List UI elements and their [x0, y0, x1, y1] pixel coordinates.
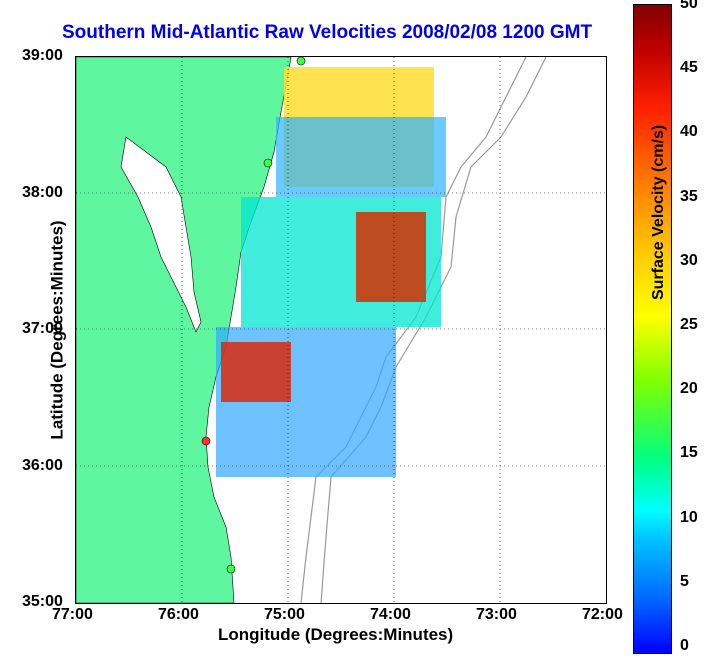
y-tick-label: 37:00 — [22, 320, 63, 337]
grid-lines — [76, 57, 606, 603]
colorbar-tick-label: 35 — [680, 187, 698, 205]
velocity-region-high — [356, 212, 426, 302]
colorbar-label: Surface Velocity (cm/s) — [650, 124, 667, 300]
colorbar-tick-label: 0 — [680, 637, 689, 654]
velocity-region-coastal-high — [221, 342, 291, 402]
colorbar-tick-label: 30 — [680, 251, 698, 269]
radar-station-marker — [296, 57, 306, 66]
x-tick-label: 73:00 — [476, 606, 517, 623]
colorbar-tick-label: 40 — [680, 123, 698, 141]
x-tick-label: 75:00 — [264, 606, 305, 623]
colorbar-tick-label: 45 — [680, 59, 698, 77]
x-tick-label: 74:00 — [370, 606, 411, 623]
colorbar-tick-label: 15 — [680, 444, 698, 462]
velocity-colorbar — [633, 4, 672, 654]
colorbar-tick-label: 10 — [680, 508, 698, 526]
radar-station-marker — [263, 158, 273, 168]
velocity-region-blue — [276, 117, 446, 197]
x-tick-label: 76:00 — [158, 606, 199, 623]
colorbar-tick-label: 20 — [680, 380, 698, 398]
y-tick-label: 36:00 — [22, 456, 63, 474]
colorbar-tick-label: 25 — [680, 316, 698, 333]
x-axis-label: Longitude (Degrees:Minutes) — [218, 625, 454, 644]
x-tick-label: 72:00 — [582, 606, 623, 623]
velocity-map — [75, 56, 607, 604]
y-tick-label: 38:00 — [22, 183, 63, 201]
x-tick-label: 77:00 — [52, 606, 93, 623]
y-tick-label: 39:00 — [22, 47, 63, 64]
map-title: Southern Mid-Atlantic Raw Velocities 200… — [62, 22, 593, 43]
colorbar-tick-label: 50 — [680, 0, 698, 12]
colorbar-tick-label: 5 — [680, 572, 689, 590]
radar-station-marker — [226, 564, 236, 574]
radar-station-marker — [201, 436, 211, 446]
bay-water — [120, 136, 202, 333]
y-tick-label: 35:00 — [22, 593, 63, 610]
